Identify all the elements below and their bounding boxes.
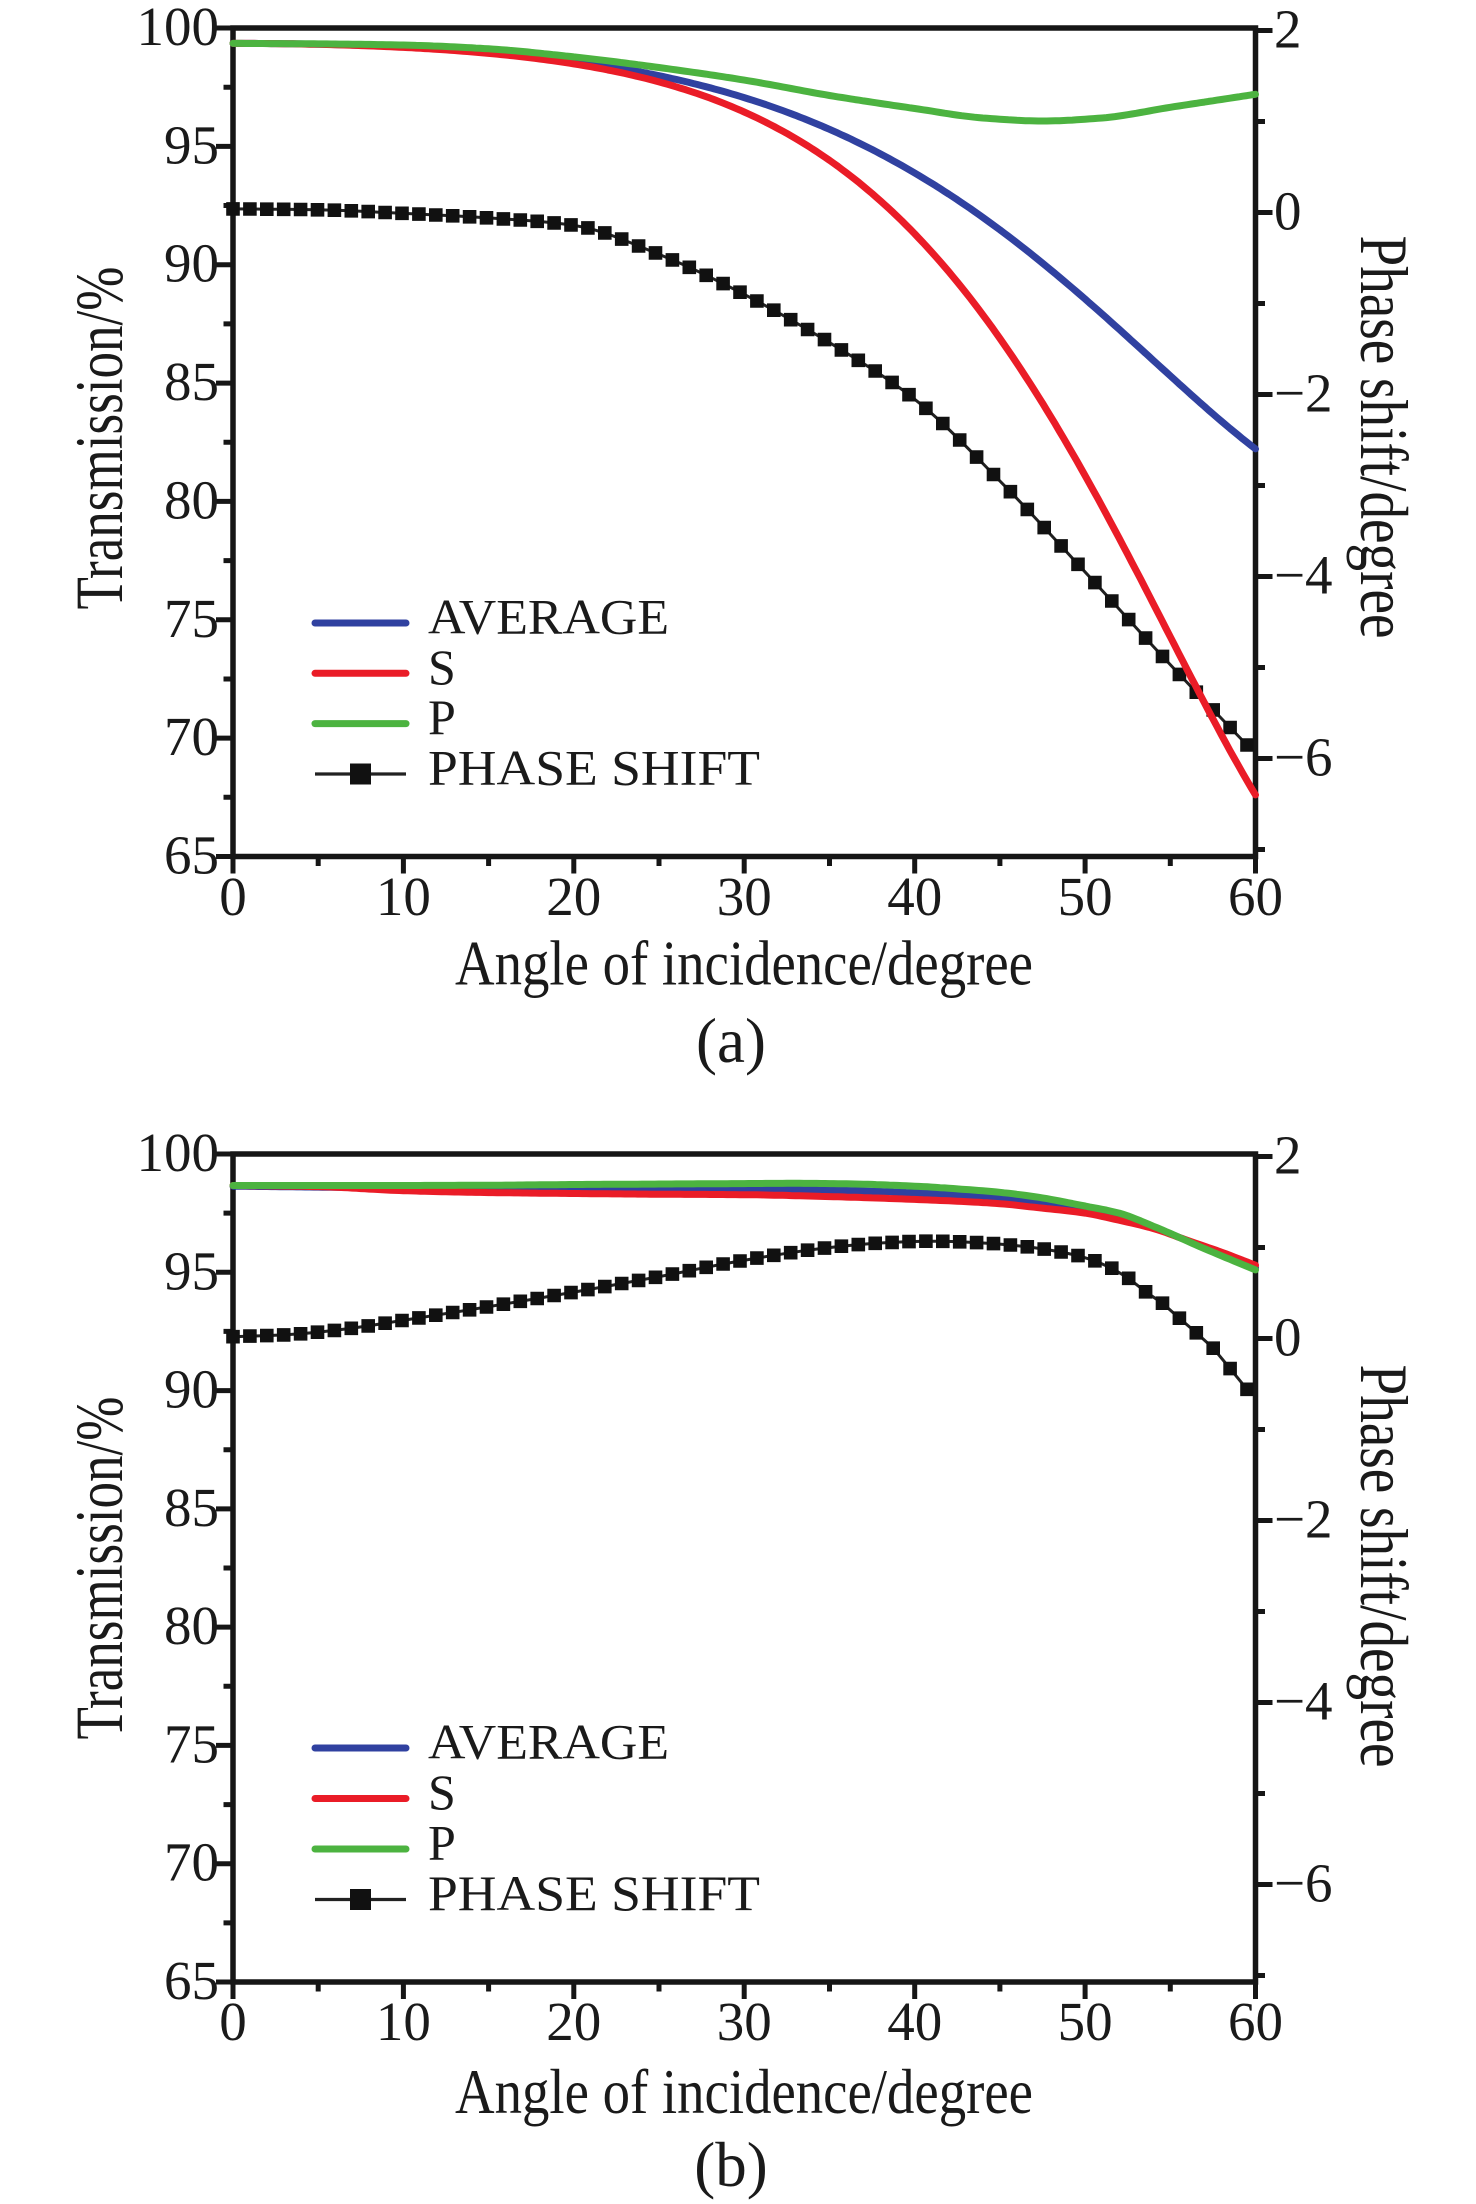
svg-text:70: 70 [164, 1832, 219, 1893]
svg-text:50: 50 [1058, 866, 1113, 927]
svg-text:85: 85 [164, 351, 219, 412]
svg-text:−4: −4 [1274, 545, 1333, 606]
svg-text:Angle of incidence/degree: Angle of incidence/degree [455, 2057, 1033, 2127]
svg-text:−2: −2 [1274, 1489, 1333, 1550]
svg-text:P: P [428, 1815, 456, 1871]
svg-text:PHASE SHIFT: PHASE SHIFT [428, 1865, 760, 1921]
svg-text:(a): (a) [696, 1006, 766, 1076]
svg-text:65: 65 [164, 825, 219, 886]
svg-text:75: 75 [164, 1713, 219, 1774]
svg-text:2: 2 [1274, 0, 1302, 60]
svg-text:−6: −6 [1274, 1853, 1333, 1914]
svg-text:−4: −4 [1274, 1671, 1333, 1732]
svg-text:80: 80 [164, 1595, 219, 1656]
svg-text:30: 30 [717, 866, 772, 927]
svg-text:S: S [428, 639, 456, 695]
svg-text:2: 2 [1274, 1125, 1302, 1186]
svg-text:10: 10 [376, 866, 431, 927]
svg-text:60: 60 [1228, 1991, 1283, 2052]
svg-text:AVERAGE: AVERAGE [428, 1714, 669, 1770]
svg-text:30: 30 [717, 1991, 772, 2052]
svg-text:40: 40 [887, 866, 942, 927]
svg-text:80: 80 [164, 469, 219, 530]
svg-text:S: S [428, 1764, 456, 1820]
svg-text:70: 70 [164, 706, 219, 767]
svg-text:50: 50 [1058, 1991, 1113, 2052]
svg-text:P: P [428, 689, 456, 745]
svg-text:20: 20 [546, 866, 601, 927]
svg-text:95: 95 [164, 114, 219, 175]
svg-text:40: 40 [887, 1991, 942, 2052]
svg-text:Phase shift/degree: Phase shift/degree [1346, 1365, 1422, 1768]
svg-text:95: 95 [164, 1240, 219, 1301]
svg-text:85: 85 [164, 1477, 219, 1538]
svg-text:Transmission/%: Transmission/% [61, 1397, 137, 1740]
svg-text:0: 0 [219, 866, 247, 927]
svg-text:0: 0 [219, 1991, 247, 2052]
svg-text:100: 100 [137, 0, 220, 57]
svg-text:Phase shift/degree: Phase shift/degree [1346, 236, 1422, 639]
svg-text:Angle of incidence/degree: Angle of incidence/degree [455, 929, 1033, 999]
svg-text:65: 65 [164, 1950, 219, 2011]
svg-text:20: 20 [546, 1991, 601, 2052]
svg-text:90: 90 [164, 233, 219, 294]
svg-text:90: 90 [164, 1359, 219, 1420]
svg-text:10: 10 [376, 1991, 431, 2052]
svg-text:60: 60 [1228, 866, 1283, 927]
svg-text:AVERAGE: AVERAGE [428, 589, 669, 645]
svg-text:−6: −6 [1274, 727, 1333, 788]
svg-text:100: 100 [137, 1122, 220, 1183]
svg-text:0: 0 [1274, 181, 1302, 242]
svg-text:PHASE SHIFT: PHASE SHIFT [428, 740, 760, 796]
svg-text:75: 75 [164, 588, 219, 649]
svg-text:(b): (b) [694, 2130, 767, 2200]
svg-text:−2: −2 [1274, 363, 1333, 424]
svg-text:0: 0 [1274, 1307, 1302, 1368]
svg-text:Transmission/%: Transmission/% [61, 267, 137, 610]
